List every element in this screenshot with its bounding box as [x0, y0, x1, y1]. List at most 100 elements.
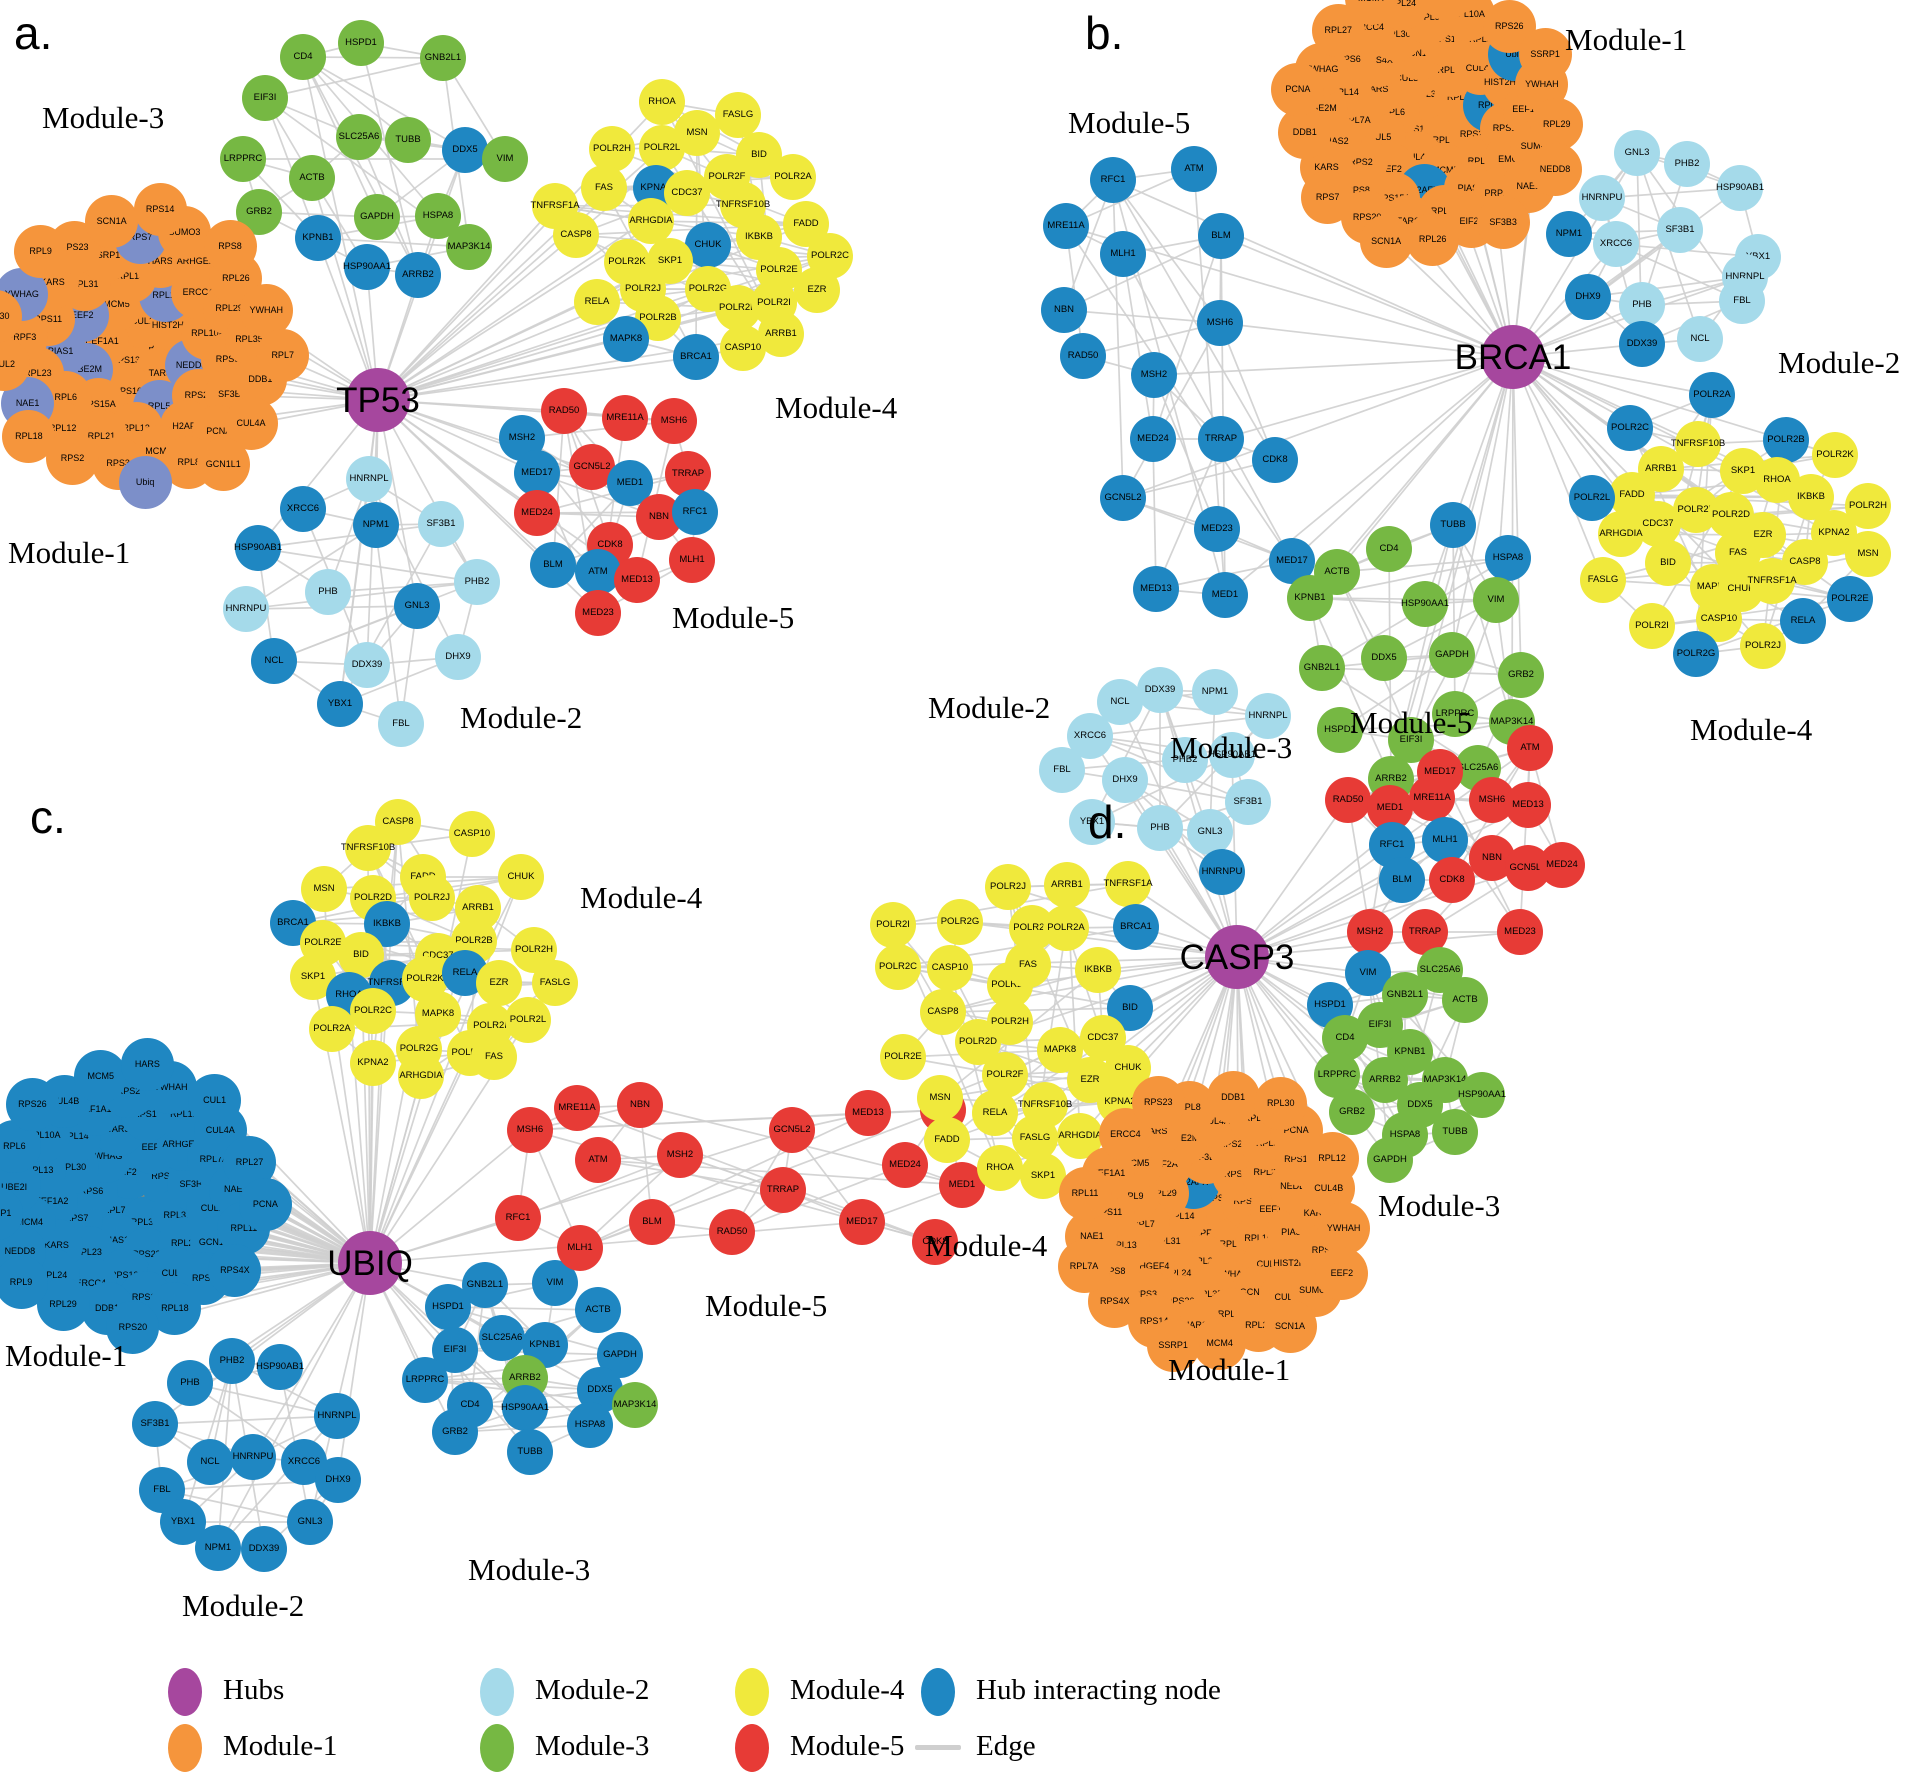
- node-fas: FAS: [581, 165, 627, 211]
- node-label: RFC1: [682, 506, 708, 518]
- node-label: POLR2L: [643, 142, 681, 154]
- node-label: RELA: [452, 967, 478, 979]
- module-label-a-module-1: Module-1: [8, 535, 131, 570]
- node-label: HNRNPU: [1201, 866, 1243, 878]
- node-label: ARHGDIA: [399, 1070, 443, 1082]
- node-label: ACTB: [1452, 994, 1478, 1006]
- node-label: BLM: [1392, 874, 1412, 886]
- node-label: TNFRSF10B: [1670, 438, 1726, 450]
- edge: [942, 1007, 1131, 1013]
- node-label: MRE11A: [558, 1102, 596, 1114]
- module-label-d-module-3: Module-3: [1378, 1188, 1501, 1223]
- node-label: BRCA1: [1120, 921, 1152, 933]
- node-sf3b1: SF3B1: [132, 1401, 178, 1447]
- edge: [217, 1415, 338, 1549]
- node-label: RELA: [584, 296, 610, 308]
- node-rps7: RPS7: [1301, 171, 1355, 225]
- node-hsp90ab1: HSP90AB1: [1716, 165, 1764, 211]
- node-eif3i: EIF3I: [242, 75, 288, 121]
- node-label: MED23: [582, 607, 614, 619]
- node-fbl: FBL: [1039, 747, 1085, 793]
- node-label: MED17: [1276, 555, 1308, 567]
- node-label: MED13: [1512, 799, 1544, 811]
- node-label: ARHGDIA: [1599, 528, 1643, 540]
- node-label: TNFRSF1A: [1103, 878, 1153, 890]
- node-label: ARHGDIA: [629, 215, 673, 227]
- node-label: POLR2F: [708, 171, 746, 183]
- node-label: HNRNPL: [349, 473, 389, 485]
- node-rela: RELA: [1780, 598, 1826, 644]
- node-label: EZR: [1080, 1074, 1100, 1086]
- node-cul1: CUL1: [188, 1073, 242, 1127]
- node-label: DDX39: [1626, 338, 1658, 350]
- edge: [252, 1262, 371, 1458]
- module-label-b-module-2: Module-2: [1778, 345, 1901, 380]
- node-label: ATM: [1520, 742, 1540, 754]
- node-label: IKBKB: [1084, 964, 1112, 976]
- node-cdk8: CDK8: [1429, 857, 1475, 903]
- node-label: IKBKB: [1797, 491, 1825, 503]
- node-polr2e: POLR2E: [1827, 576, 1873, 622]
- node-label: TNFRSF10B: [1017, 1099, 1073, 1111]
- node-slc25a6: SLC25A6: [336, 114, 382, 160]
- node-label: NPM1: [1555, 228, 1583, 240]
- edge: [302, 56, 419, 276]
- node-blm: BLM: [1198, 213, 1244, 259]
- node-label: MSN: [313, 883, 335, 895]
- node-label: RFC1: [1379, 839, 1405, 851]
- node-xrcc6: XRCC6: [280, 486, 326, 532]
- node-dhx9: DHX9: [315, 1457, 361, 1503]
- node-phb: PHB: [1137, 805, 1183, 851]
- node-hnrnpl: HNRNPL: [346, 456, 392, 502]
- node-label: TUBB: [1442, 1126, 1468, 1138]
- node-ybx1: YBX1: [317, 681, 363, 727]
- node-slc25a6: SLC25A6: [479, 1315, 525, 1361]
- node-label: DHX9: [445, 651, 471, 663]
- node-polr2g: POLR2G: [937, 899, 983, 945]
- node-label: ARRB1: [1051, 879, 1083, 891]
- node-hnrnpu: HNRNPU: [1579, 175, 1625, 221]
- node-label: MLH1: [679, 554, 705, 566]
- node-label: HSPA8: [422, 210, 454, 222]
- node-label: CDC37: [671, 187, 703, 199]
- edge: [369, 1052, 471, 1264]
- node-msh2: MSH2: [1131, 352, 1177, 398]
- node-fas: FAS: [471, 1034, 517, 1080]
- node-label: MLH1: [567, 1242, 593, 1254]
- node-label: CDC37: [1087, 1032, 1119, 1044]
- node-pcna: PCNA: [238, 1178, 292, 1232]
- node-label: DDX39: [1144, 684, 1176, 696]
- node-arhgdia: ARHGDIA: [1598, 511, 1644, 557]
- node-label: HSPD1: [1314, 999, 1346, 1011]
- node-rps26: RPS26: [5, 1078, 59, 1132]
- node-label: KPNA2: [357, 1057, 389, 1069]
- node-ubiq: Ubiq: [118, 456, 172, 510]
- node-label: RPL6: [3, 1140, 26, 1151]
- node-label: FAS: [1729, 547, 1747, 559]
- node-label: PCNA: [252, 1199, 278, 1210]
- node-label: TRRAP: [1408, 926, 1442, 938]
- node-rpl12: RPL12: [1305, 1131, 1359, 1185]
- node-casp10: CASP10: [449, 811, 495, 857]
- node-label: RPS8: [218, 240, 242, 251]
- node-label: TP53: [336, 380, 420, 420]
- node-label: GNL3: [404, 600, 430, 612]
- node-label: CD4: [460, 1399, 480, 1411]
- node-rfc1: RFC1: [1090, 157, 1136, 203]
- edge: [1065, 225, 1293, 562]
- node-label: KPNA2: [1104, 1096, 1136, 1108]
- node-label: CUL4B: [1314, 1182, 1344, 1193]
- node-med13: MED13: [1133, 566, 1179, 612]
- node-label: POLR2E: [304, 937, 342, 949]
- edge: [1091, 689, 1161, 823]
- node-label: SF3B1: [426, 518, 456, 530]
- node-label: GNB2L1: [1303, 662, 1341, 674]
- node-tubb: TUBB: [1432, 1109, 1478, 1155]
- node-label: SSRP1: [0, 1208, 12, 1219]
- node-label: RPL9: [29, 245, 52, 256]
- node-label: POLR2A: [1047, 922, 1085, 934]
- node-label: GNB2L1: [466, 1279, 504, 1291]
- node-label: PHB: [1150, 822, 1170, 834]
- edge: [1236, 956, 1406, 1136]
- node-label: RPL26: [222, 272, 250, 283]
